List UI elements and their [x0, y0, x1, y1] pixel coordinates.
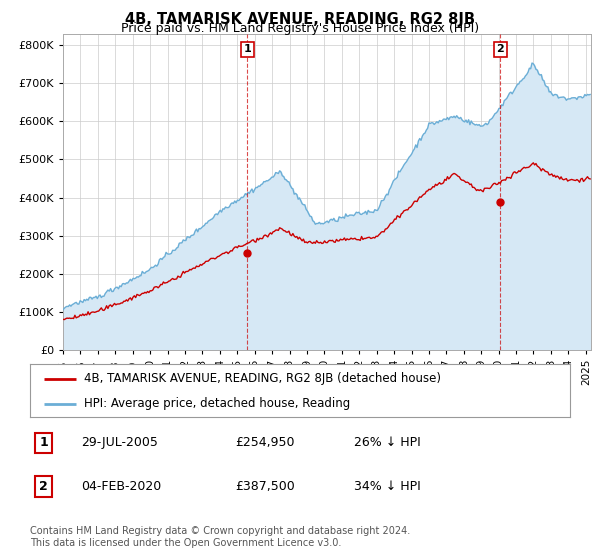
- Text: HPI: Average price, detached house, Reading: HPI: Average price, detached house, Read…: [84, 398, 350, 410]
- Text: 1: 1: [244, 44, 251, 54]
- Text: 2: 2: [39, 480, 48, 493]
- Text: Price paid vs. HM Land Registry's House Price Index (HPI): Price paid vs. HM Land Registry's House …: [121, 22, 479, 35]
- Text: 2: 2: [496, 44, 504, 54]
- Text: £254,950: £254,950: [235, 436, 295, 450]
- Text: Contains HM Land Registry data © Crown copyright and database right 2024.
This d: Contains HM Land Registry data © Crown c…: [30, 526, 410, 548]
- Text: 4B, TAMARISK AVENUE, READING, RG2 8JB (detached house): 4B, TAMARISK AVENUE, READING, RG2 8JB (d…: [84, 372, 441, 385]
- Text: 1: 1: [39, 436, 48, 450]
- Text: 34% ↓ HPI: 34% ↓ HPI: [354, 480, 421, 493]
- Text: 04-FEB-2020: 04-FEB-2020: [82, 480, 161, 493]
- Text: 26% ↓ HPI: 26% ↓ HPI: [354, 436, 421, 450]
- Text: £387,500: £387,500: [235, 480, 295, 493]
- Text: 29-JUL-2005: 29-JUL-2005: [82, 436, 158, 450]
- Text: 4B, TAMARISK AVENUE, READING, RG2 8JB: 4B, TAMARISK AVENUE, READING, RG2 8JB: [125, 12, 475, 27]
